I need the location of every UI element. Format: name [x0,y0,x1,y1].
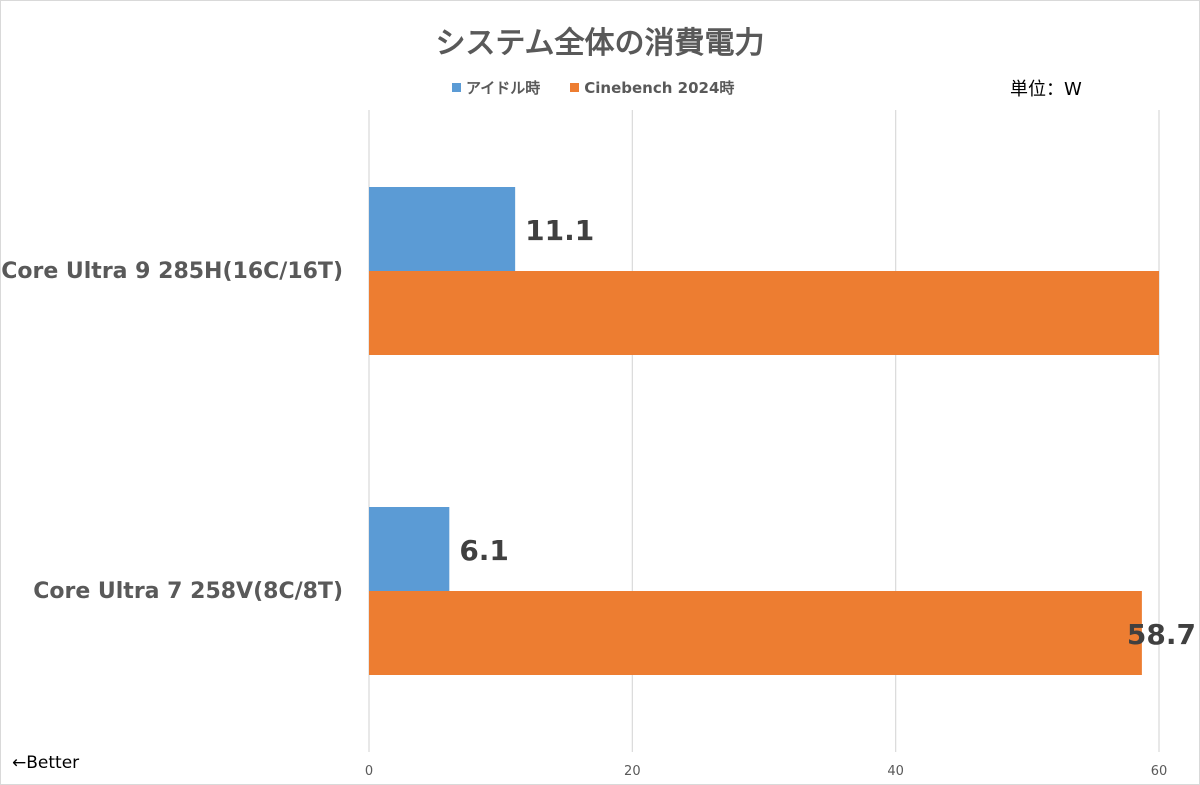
x-tick-label: 0 [365,764,373,779]
bar-cinebench [369,271,1159,355]
x-tick-label: 60 [1151,764,1168,779]
legend-item-cinebench: Cinebench 2024時 [570,77,734,98]
legend-label-idle: アイドル時 [466,79,541,97]
legend-swatch-cinebench [570,83,580,92]
bar-idle [369,507,450,591]
chart-title: システム全体の消費電力 [435,26,765,61]
legend-swatch-idle [452,83,461,92]
legend: アイドル時 Cinebench 2024時 [452,77,734,98]
better-note: ←Better [12,753,80,773]
legend-item-idle: アイドル時 [452,77,540,98]
data-label: 58.7 [1127,618,1196,651]
unit-label: 単位：W [1010,79,1082,100]
x-tick-label: 40 [887,764,904,779]
x-tick-label: 20 [624,764,641,779]
data-label: 6.1 [459,534,509,567]
category-label: Core Ultra 7 258V(8C/8T) [33,579,343,604]
bar-idle [369,187,516,271]
category-label: Core Ultra 9 285H(16C/16T) [1,259,343,284]
legend-label-cinebench: Cinebench 2024時 [584,79,735,97]
bar-cinebench [369,591,1142,675]
data-label: 11.1 [525,214,594,247]
